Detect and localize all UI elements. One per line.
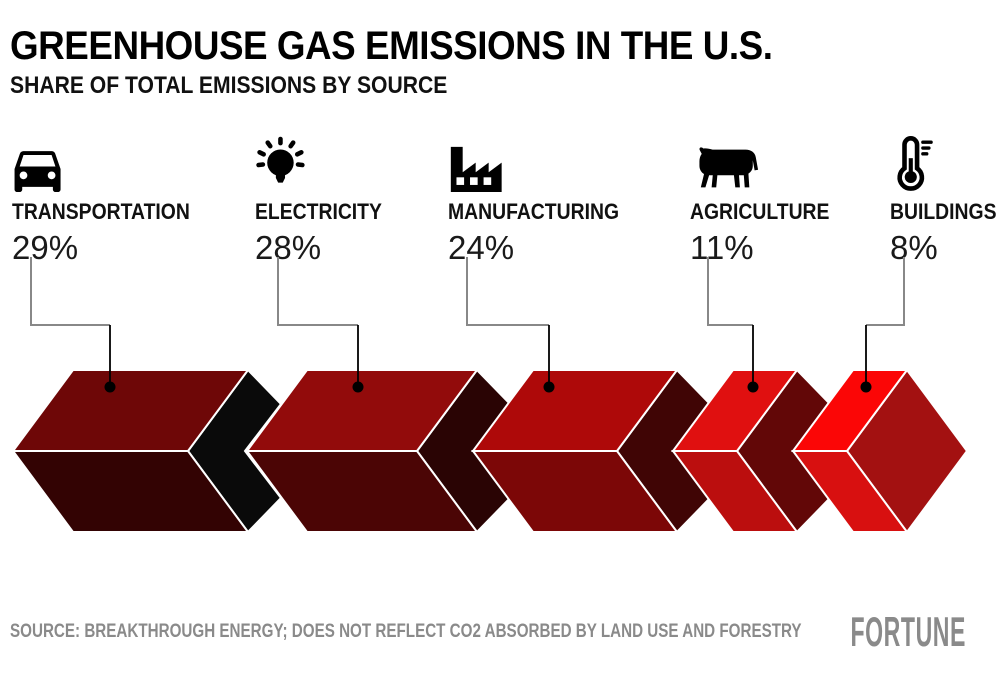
category-label: ELECTRICITY — [255, 199, 382, 224]
thermometer-icon — [890, 134, 1001, 192]
factory-icon — [448, 134, 642, 192]
leader-line-3 — [466, 257, 555, 393]
leader-line-1 — [30, 257, 116, 393]
category-label: BUILDINGS — [890, 199, 997, 224]
source-note: SOURCE: BREAKTHROUGH ENERGY; DOES NOT RE… — [10, 621, 802, 642]
segment-bottom-face-3 — [471, 450, 679, 533]
leader-bracket — [866, 257, 905, 326]
category-column-agriculture: AGRICULTURE 11% — [690, 134, 848, 267]
category-value: 28% — [255, 229, 322, 266]
leader-bracket — [707, 257, 753, 326]
car-icon — [12, 134, 214, 192]
callout-dot — [543, 381, 555, 393]
leader-bracket — [277, 257, 358, 326]
leader-bracket — [466, 257, 549, 326]
category-value: 8% — [890, 229, 938, 266]
category-label: AGRICULTURE — [690, 199, 830, 224]
category-label: TRANSPORTATION — [12, 199, 190, 224]
segment-bottom-face-1 — [11, 450, 250, 533]
category-label: MANUFACTURING — [448, 199, 620, 224]
category-column-manufacturing: MANUFACTURING 24% — [448, 134, 642, 267]
lightbulb-icon — [255, 134, 399, 192]
fortune-logo: FORTUNE — [850, 608, 966, 655]
category-value: 24% — [448, 229, 515, 266]
callout-dot — [860, 381, 872, 393]
leader-bracket — [30, 257, 110, 326]
category-value: 11% — [690, 229, 754, 266]
leader-line-2 — [277, 257, 364, 393]
callout-dot — [747, 381, 759, 393]
category-value: 29% — [12, 229, 79, 266]
segment-bottom-face-5 — [791, 450, 909, 533]
category-column-electricity: ELECTRICITY 28% — [255, 134, 399, 267]
segment-bottom-face-2 — [245, 450, 479, 533]
category-column-transportation: TRANSPORTATION 29% — [12, 134, 214, 267]
leader-line-5 — [860, 257, 905, 393]
cow-icon — [690, 134, 848, 192]
chart-subtitle: SHARE OF TOTAL EMISSIONS BY SOURCE — [10, 72, 448, 99]
callout-dot — [352, 381, 364, 393]
chart-title: GREENHOUSE GAS EMISSIONS IN THE U.S. — [10, 24, 773, 68]
callout-dot — [104, 381, 116, 393]
segment-bottom-face-4 — [671, 450, 799, 533]
leader-line-4 — [707, 257, 759, 393]
category-column-buildings: BUILDINGS 8% — [890, 134, 1001, 267]
